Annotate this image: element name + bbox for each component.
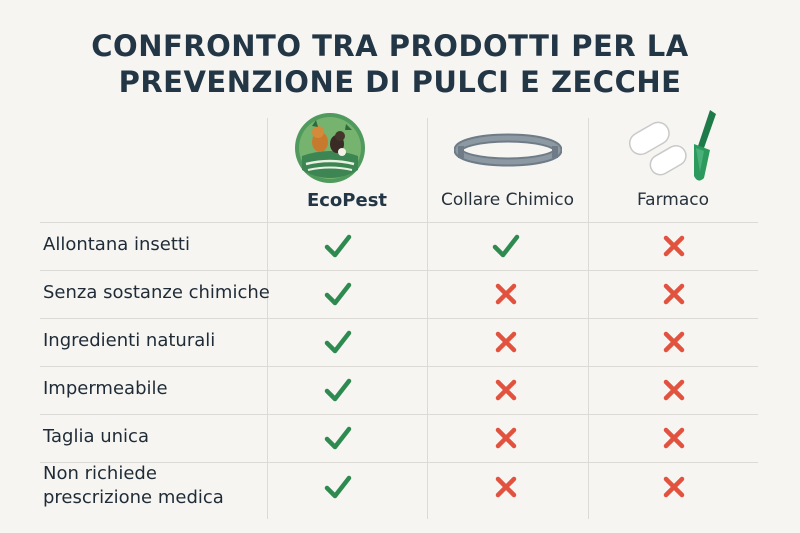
row-label: Impermeabile (43, 378, 168, 399)
cross-icon (658, 230, 690, 262)
cross-icon (658, 326, 690, 358)
row-divider (40, 222, 758, 223)
column-header-ecopest: EcoPest (267, 108, 427, 218)
column-label-ecopest: EcoPest (306, 190, 388, 211)
collar-icon (454, 132, 562, 176)
row-divider (40, 462, 758, 463)
row-label: Ingredienti naturali (43, 330, 216, 351)
row-divider (40, 270, 758, 271)
cross-icon (658, 471, 690, 503)
check-icon (322, 326, 354, 358)
title-line-1: CONFRONTO TRA PRODOTTI PER LA (91, 29, 689, 63)
ecopest-logo-icon (294, 112, 366, 184)
cross-icon (658, 278, 690, 310)
cross-icon (490, 278, 522, 310)
cross-icon (490, 326, 522, 358)
row-label: Senza sostanze chimiche (43, 282, 270, 303)
row-divider (40, 366, 758, 367)
row-label: Allontana insetti (43, 234, 190, 255)
page-title: CONFRONTO TRA PRODOTTI PER LA PREVENZION… (0, 28, 800, 100)
cross-icon (658, 422, 690, 454)
cross-icon (490, 422, 522, 454)
check-icon (490, 230, 522, 262)
column-header-farmaco: Farmaco (588, 108, 758, 218)
cross-icon (658, 374, 690, 406)
column-label-collare: Collare Chimico (440, 190, 574, 210)
row-divider (40, 414, 758, 415)
pills-applicator-icon (624, 108, 724, 188)
column-header-collare: Collare Chimico (427, 108, 588, 218)
title-line-2: PREVENZIONE DI PULCI E ZECCHE (118, 65, 682, 99)
check-icon (322, 471, 354, 503)
row-label: Non richiede prescrizione medica (43, 463, 224, 508)
check-icon (322, 278, 354, 310)
check-icon (322, 230, 354, 262)
check-icon (322, 422, 354, 454)
column-label-farmaco: Farmaco (636, 190, 710, 210)
cross-icon (490, 374, 522, 406)
row-divider (40, 318, 758, 319)
check-icon (322, 374, 354, 406)
row-label: Taglia unica (43, 426, 149, 447)
cross-icon (490, 471, 522, 503)
